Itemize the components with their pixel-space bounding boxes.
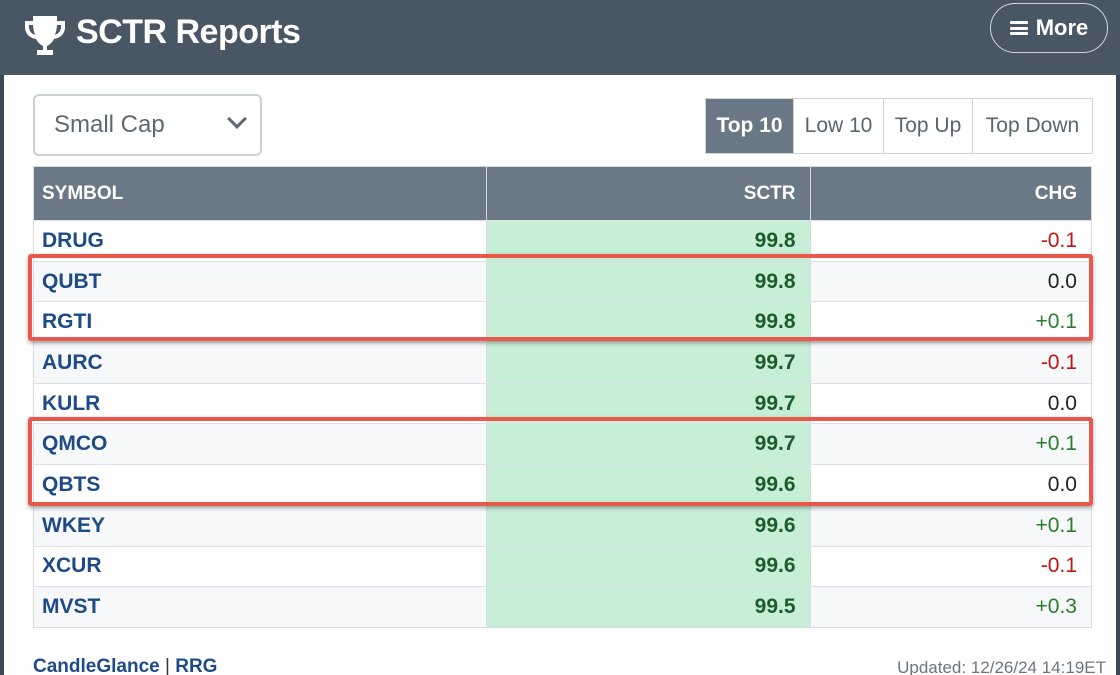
tab-top-10[interactable]: Top 10 [706,99,793,153]
more-menu-button[interactable]: More [990,3,1108,53]
sctr-value: 99.6 [486,465,810,505]
app-header: SCTR Reports More [0,0,1120,75]
sctr-value: 99.7 [486,383,810,424]
table-row[interactable]: MVST 99.5 +0.3 [34,586,1091,627]
highlight-box [28,254,1093,341]
page-title: SCTR Reports [76,13,301,51]
column-header-symbol[interactable]: SYMBOL [42,182,124,204]
symbol-link[interactable]: QMCO [34,424,487,465]
table-row[interactable]: QMCO 99.7 +0.1 [34,423,1091,465]
chevron-down-icon [227,109,247,129]
tab-top-up[interactable]: Top Up [883,99,972,153]
symbol-link[interactable]: QUBT [34,261,487,302]
footer-separator: | [165,656,170,675]
sctr-value: 99.8 [486,302,810,343]
market-cap-select[interactable]: Small Cap [33,94,262,156]
table-row[interactable]: KULR 99.7 0.0 [34,382,1091,424]
table-row[interactable]: WKEY 99.6 +0.1 [34,504,1091,546]
table-row[interactable]: QBTS 99.6 0.0 [34,464,1091,505]
chg-value: +0.1 [809,302,1091,343]
symbol-link[interactable]: KULR [42,391,101,415]
symbol-link[interactable]: DRUG [42,228,104,252]
chg-value: -0.1 [809,221,1091,261]
sctr-value: 99.6 [486,505,810,546]
chg-value: +0.1 [809,424,1091,465]
symbol-link[interactable]: XCUR [42,554,102,578]
sctr-value: 99.7 [486,343,810,383]
chg-value: +0.1 [809,505,1091,546]
table-row[interactable]: QUBT 99.8 0.0 [34,260,1091,302]
footer-links: CandleGlance | RRG [33,656,217,675]
symbol-link[interactable]: WKEY [34,505,487,546]
hamburger-icon [1009,21,1028,35]
updated-timestamp: Updated: 12/26/24 14:19ET [897,658,1106,675]
sctr-value: 99.5 [486,587,810,627]
tab-top-down[interactable]: Top Down [972,99,1092,153]
column-header-sctr[interactable]: SCTR [486,167,809,220]
table-body: DRUG 99.8 -0.1 QUBT 99.8 0.0 RGTI 99.8 +0.1 AURC 9… [34,220,1091,627]
table-row[interactable]: AURC 99.7 -0.1 [34,342,1091,383]
sctr-table: SYMBOL SCTR CHG DRUG 99.8 -0.1 QUBT 99.8 0.0 R… [33,166,1092,628]
symbol-link[interactable]: QBTS [42,472,101,496]
candleglance-link[interactable]: CandleGlance [33,656,160,675]
table-row[interactable]: RGTI 99.8 +0.1 [34,301,1091,343]
symbol-link[interactable]: MVST [34,587,487,627]
chg-value: 0.0 [809,465,1091,505]
table-row[interactable]: XCUR 99.6 -0.1 [34,545,1091,587]
chg-value: 0.0 [809,261,1091,302]
chg-value: -0.1 [809,546,1091,587]
trophy-icon [25,16,65,55]
report-tabs: Top 10 Low 10 Top Up Top Down [705,98,1093,154]
symbol-link[interactable]: AURC [34,343,487,383]
chg-value: 0.0 [809,383,1091,424]
sctr-value: 99.6 [486,546,810,587]
more-button-label: More [1035,15,1089,40]
chg-value: -0.1 [809,343,1091,383]
sctr-value: 99.7 [486,424,810,465]
rrg-link[interactable]: RRG [175,656,218,675]
chg-value: +0.3 [809,587,1091,627]
symbol-link[interactable]: RGTI [42,310,93,334]
tab-low-10[interactable]: Low 10 [793,99,883,153]
table-header: SYMBOL SCTR CHG [34,167,1091,220]
sctr-value: 99.8 [486,261,810,302]
column-header-chg[interactable]: CHG [809,167,1091,220]
market-cap-select-value: Small Cap [54,111,165,138]
highlight-box [28,417,1093,506]
